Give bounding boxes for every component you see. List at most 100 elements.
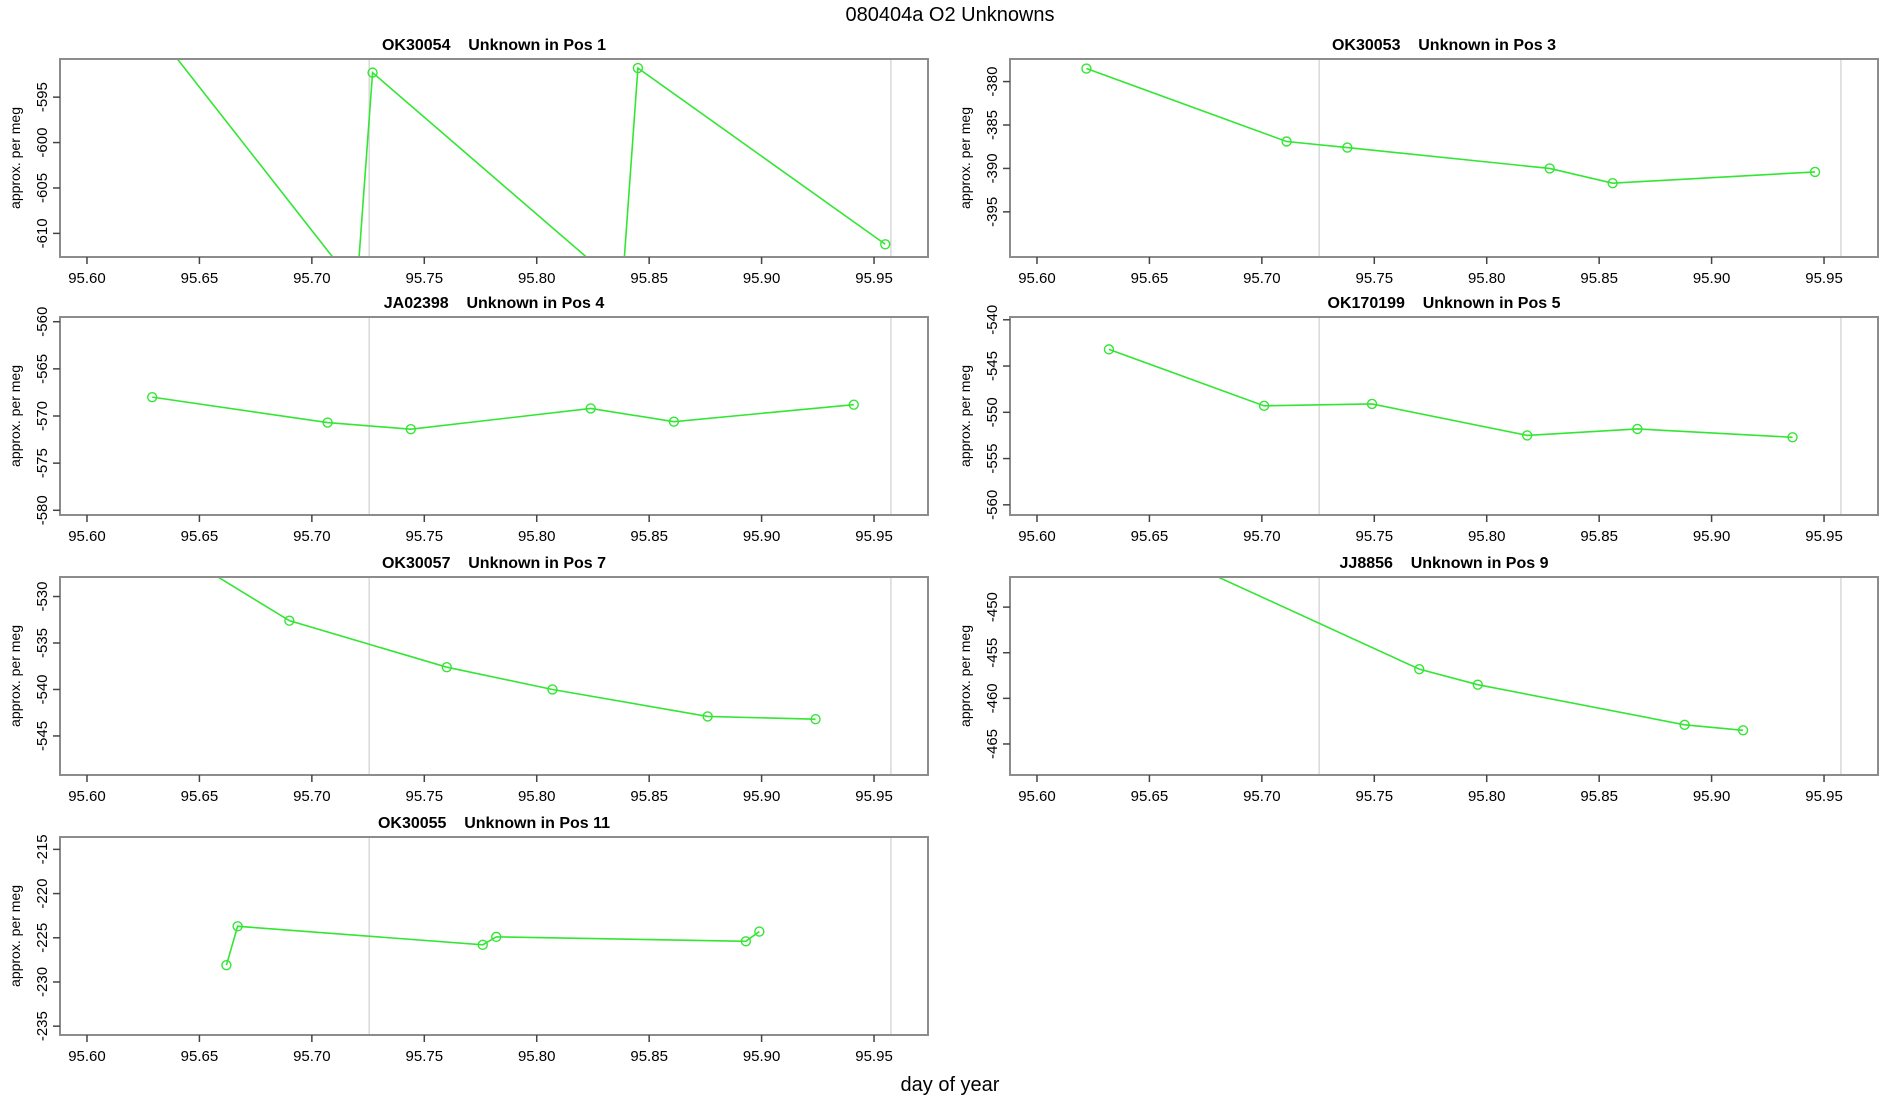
- y-tick-label: -555: [984, 444, 1001, 474]
- y-tick-label: -545: [34, 721, 51, 751]
- y-tick-label: -540: [34, 674, 51, 704]
- x-tick-label: 95.75: [406, 788, 444, 805]
- data-point-marker: [1809, 166, 1821, 178]
- x-tick-label: 95.80: [1468, 270, 1506, 287]
- y-tick-label: -465: [984, 729, 1001, 759]
- data-point-marker: [754, 926, 765, 937]
- series-line: [152, 396, 854, 431]
- x-tick-label: 95.90: [743, 270, 781, 287]
- data-point-marker: [740, 936, 752, 947]
- x-tick-label: 95.95: [855, 270, 893, 287]
- x-tick-label: 95.80: [518, 1048, 556, 1065]
- x-tick-label: 95.95: [855, 1048, 893, 1065]
- x-tick-label: 95.60: [68, 788, 106, 805]
- y-tick-label: -550: [984, 397, 1001, 427]
- plot-border: [59, 576, 929, 776]
- x-tick-label: 95.85: [630, 528, 668, 545]
- reference-lines: [368, 59, 892, 257]
- y-axis-label: approx. per meg: [7, 625, 23, 727]
- y-tick-label: -580: [34, 495, 51, 525]
- y-tick-label: -395: [984, 197, 1001, 227]
- data-point-marker: [1281, 136, 1292, 147]
- x-tick-label: 95.70: [1243, 788, 1281, 805]
- x-tick-label: 95.75: [406, 270, 444, 287]
- series-group: [221, 921, 765, 971]
- y-tick-label: -575: [34, 448, 51, 478]
- y-tick-label: -560: [984, 490, 1001, 520]
- data-point-marker: [232, 921, 243, 932]
- data-point-marker: [1607, 177, 1618, 189]
- series-group: [176, 59, 891, 257]
- x-tick-label: 95.75: [1356, 788, 1394, 805]
- y-axis-label: approx. per meg: [957, 107, 973, 209]
- y-tick-label: -540: [984, 305, 1001, 335]
- x-tick-label: 95.65: [181, 270, 219, 287]
- y-axis: -235 -230 -225 -220 -215: [34, 834, 60, 1041]
- subplot-jj8856: 95.60 95.65 95.70 95.75 95.80 95.85 95.90 95.95…: [957, 555, 1879, 805]
- data-point-marker: [848, 399, 859, 410]
- y-tick-label: -545: [984, 351, 1001, 381]
- series-line: [216, 577, 816, 721]
- x-tick-label: 95.70: [1243, 270, 1281, 287]
- data-point-marker: [668, 416, 680, 427]
- plot-border: [1009, 316, 1879, 516]
- plot-border: [1009, 58, 1879, 258]
- y-tick-label: -455: [984, 638, 1001, 668]
- data-point-marker: [1414, 663, 1425, 675]
- series-line: [1108, 348, 1793, 439]
- series-line: [1216, 577, 1744, 732]
- y-axis-label: approx. per meg: [7, 885, 23, 987]
- reference-lines: [1318, 577, 1842, 775]
- x-tick-label: 95.95: [1805, 270, 1843, 287]
- x-tick-label: 95.95: [855, 528, 893, 545]
- reference-lines: [368, 837, 892, 1035]
- y-tick-label: -380: [984, 67, 1001, 97]
- x-tick-label: 95.60: [68, 528, 106, 545]
- series-line: [1086, 67, 1816, 184]
- x-tick-label: 95.75: [406, 528, 444, 545]
- y-tick-label: -390: [984, 153, 1001, 183]
- data-point-marker: [284, 615, 295, 626]
- data-point-marker: [221, 959, 232, 971]
- y-axis-label: approx. per meg: [957, 625, 973, 727]
- y-axis-label: approx. per meg: [957, 365, 973, 467]
- x-axis: 95.60 95.65 95.70 95.75 95.80 95.85 95.90 95.95: [68, 1035, 893, 1065]
- data-point-marker: [1342, 142, 1353, 153]
- y-axis-label: approx. per meg: [7, 107, 23, 209]
- data-point-marker: [1366, 398, 1378, 410]
- data-point-marker: [146, 391, 158, 403]
- y-tick-label: -560: [34, 307, 51, 337]
- data-point-marker: [1787, 432, 1798, 443]
- x-tick-label: 95.75: [406, 1048, 444, 1065]
- x-axis: 95.60 95.65 95.70 95.75 95.80 95.85 95.90 95.95: [1018, 775, 1843, 805]
- x-tick-label: 95.90: [743, 788, 781, 805]
- x-tick-label: 95.85: [1580, 528, 1618, 545]
- x-tick-label: 95.80: [518, 788, 556, 805]
- y-tick-label: -220: [34, 879, 51, 909]
- x-tick-label: 95.90: [743, 1048, 781, 1065]
- data-point-marker: [1522, 430, 1533, 441]
- y-tick-label: -610: [34, 218, 51, 248]
- x-axis: 95.60 95.65 95.70 95.75 95.80 95.85 95.90 95.95: [68, 515, 893, 545]
- x-tick-label: 95.85: [1580, 270, 1618, 287]
- x-tick-label: 95.80: [1468, 788, 1506, 805]
- x-tick-label: 95.60: [1018, 270, 1056, 287]
- x-tick-label: 95.85: [1580, 788, 1618, 805]
- x-tick-label: 95.70: [293, 1048, 331, 1065]
- y-tick-label: -460: [984, 683, 1001, 713]
- x-tick-label: 95.75: [1356, 528, 1394, 545]
- subplot-ja02398: 95.60 95.65 95.70 95.75 95.80 95.85 95.90 95.95…: [7, 295, 929, 545]
- y-axis: -465 -460 -455 -450: [984, 592, 1010, 759]
- x-axis: 95.60 95.65 95.70 95.75 95.80 95.85 95.90 95.95: [1018, 515, 1843, 545]
- x-tick-label: 95.80: [518, 528, 556, 545]
- x-tick-label: 95.95: [855, 788, 893, 805]
- x-tick-label: 95.70: [1243, 528, 1281, 545]
- x-tick-label: 95.60: [68, 1048, 106, 1065]
- subplot-title: OK30055 Unknown in Pos 11: [378, 815, 610, 832]
- x-tick-label: 95.90: [1693, 528, 1731, 545]
- y-axis: -580 -575 -570 -565 -560: [34, 307, 60, 525]
- series-line: [225, 925, 760, 966]
- y-axis: -560 -555 -550 -545 -540: [984, 305, 1010, 520]
- x-tick-label: 95.90: [1693, 270, 1731, 287]
